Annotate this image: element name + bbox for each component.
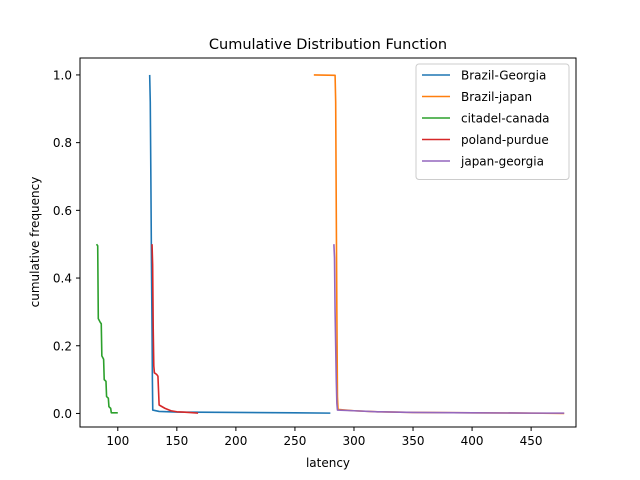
x-tick-label: 450 bbox=[520, 434, 543, 448]
y-axis: 0.0 0.2 0.4 0.6 0.8 1.0 bbox=[53, 68, 80, 421]
y-tick-label: 1.0 bbox=[53, 68, 72, 82]
x-tick-label: 350 bbox=[402, 434, 425, 448]
legend-label-4: japan-georgia bbox=[460, 155, 544, 169]
y-tick-label: 0.8 bbox=[53, 136, 72, 150]
series-line-2 bbox=[95, 243, 118, 414]
x-axis: 100 150 200 250 300 350 400 450 bbox=[106, 427, 543, 448]
y-axis-label: cumulative frequency bbox=[28, 177, 42, 308]
y-tick-label: 0.2 bbox=[53, 339, 72, 353]
plot-frame bbox=[79, 57, 577, 428]
legend-label-1: Brazil-japan bbox=[461, 90, 532, 104]
x-tick-label: 300 bbox=[343, 434, 366, 448]
legend-label-0: Brazil-Georgia bbox=[461, 69, 546, 83]
legend-label-2: citadel-canada bbox=[461, 112, 550, 126]
plot-area bbox=[95, 74, 565, 415]
x-tick-label: 150 bbox=[165, 434, 188, 448]
series-line-4 bbox=[333, 244, 565, 414]
legend-box bbox=[415, 63, 570, 180]
y-tick-label: 0.0 bbox=[53, 407, 72, 421]
chart-title: Cumulative Distribution Function bbox=[209, 37, 447, 53]
series-line-0 bbox=[148, 74, 331, 414]
x-tick-label: 400 bbox=[461, 434, 484, 448]
y-tick-label: 0.6 bbox=[53, 204, 72, 218]
x-tick-label: 250 bbox=[283, 434, 306, 448]
legend: Brazil-Georgia Brazil-japan citadel-canada… bbox=[415, 63, 570, 180]
series-line-3 bbox=[151, 244, 199, 414]
x-axis-label: latency bbox=[306, 456, 350, 470]
legend-label-3: poland-purdue bbox=[461, 133, 549, 147]
x-tick-label: 200 bbox=[224, 434, 247, 448]
y-tick-label: 0.4 bbox=[53, 272, 72, 286]
x-tick-label: 100 bbox=[106, 434, 129, 448]
